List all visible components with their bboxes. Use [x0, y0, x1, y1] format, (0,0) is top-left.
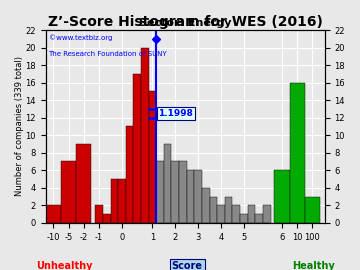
Bar	[255, 214, 263, 223]
Bar	[179, 161, 187, 223]
Bar	[202, 188, 210, 223]
Title: Z’-Score Histogram for WES (2016): Z’-Score Histogram for WES (2016)	[48, 15, 323, 29]
Text: Unhealthy: Unhealthy	[37, 261, 93, 270]
Text: Sector: Energy: Sector: Energy	[139, 18, 231, 28]
Bar	[305, 197, 320, 223]
Bar	[194, 170, 202, 223]
Bar	[141, 48, 149, 223]
Bar	[46, 205, 61, 223]
Bar	[156, 161, 164, 223]
Text: The Research Foundation of SUNY: The Research Foundation of SUNY	[49, 51, 167, 57]
Bar	[118, 179, 126, 223]
Bar	[210, 197, 217, 223]
Bar	[133, 74, 141, 223]
Bar	[217, 205, 225, 223]
Bar	[103, 214, 111, 223]
Bar	[61, 161, 76, 223]
Text: 1.1998: 1.1998	[158, 109, 193, 118]
Bar	[95, 205, 103, 223]
Text: Score: Score	[172, 261, 203, 270]
Bar	[289, 83, 305, 223]
Bar	[225, 197, 233, 223]
Text: ©www.textbiz.org: ©www.textbiz.org	[49, 34, 112, 41]
Bar	[187, 170, 194, 223]
Bar	[164, 144, 171, 223]
Bar	[274, 170, 289, 223]
Bar	[149, 92, 156, 223]
Bar	[233, 205, 240, 223]
Bar	[171, 161, 179, 223]
Bar	[263, 205, 271, 223]
Bar	[76, 144, 91, 223]
Bar	[111, 179, 118, 223]
Bar	[248, 205, 255, 223]
Bar	[240, 214, 248, 223]
Text: Healthy: Healthy	[292, 261, 334, 270]
Y-axis label: Number of companies (339 total): Number of companies (339 total)	[15, 56, 24, 197]
Bar	[126, 126, 133, 223]
